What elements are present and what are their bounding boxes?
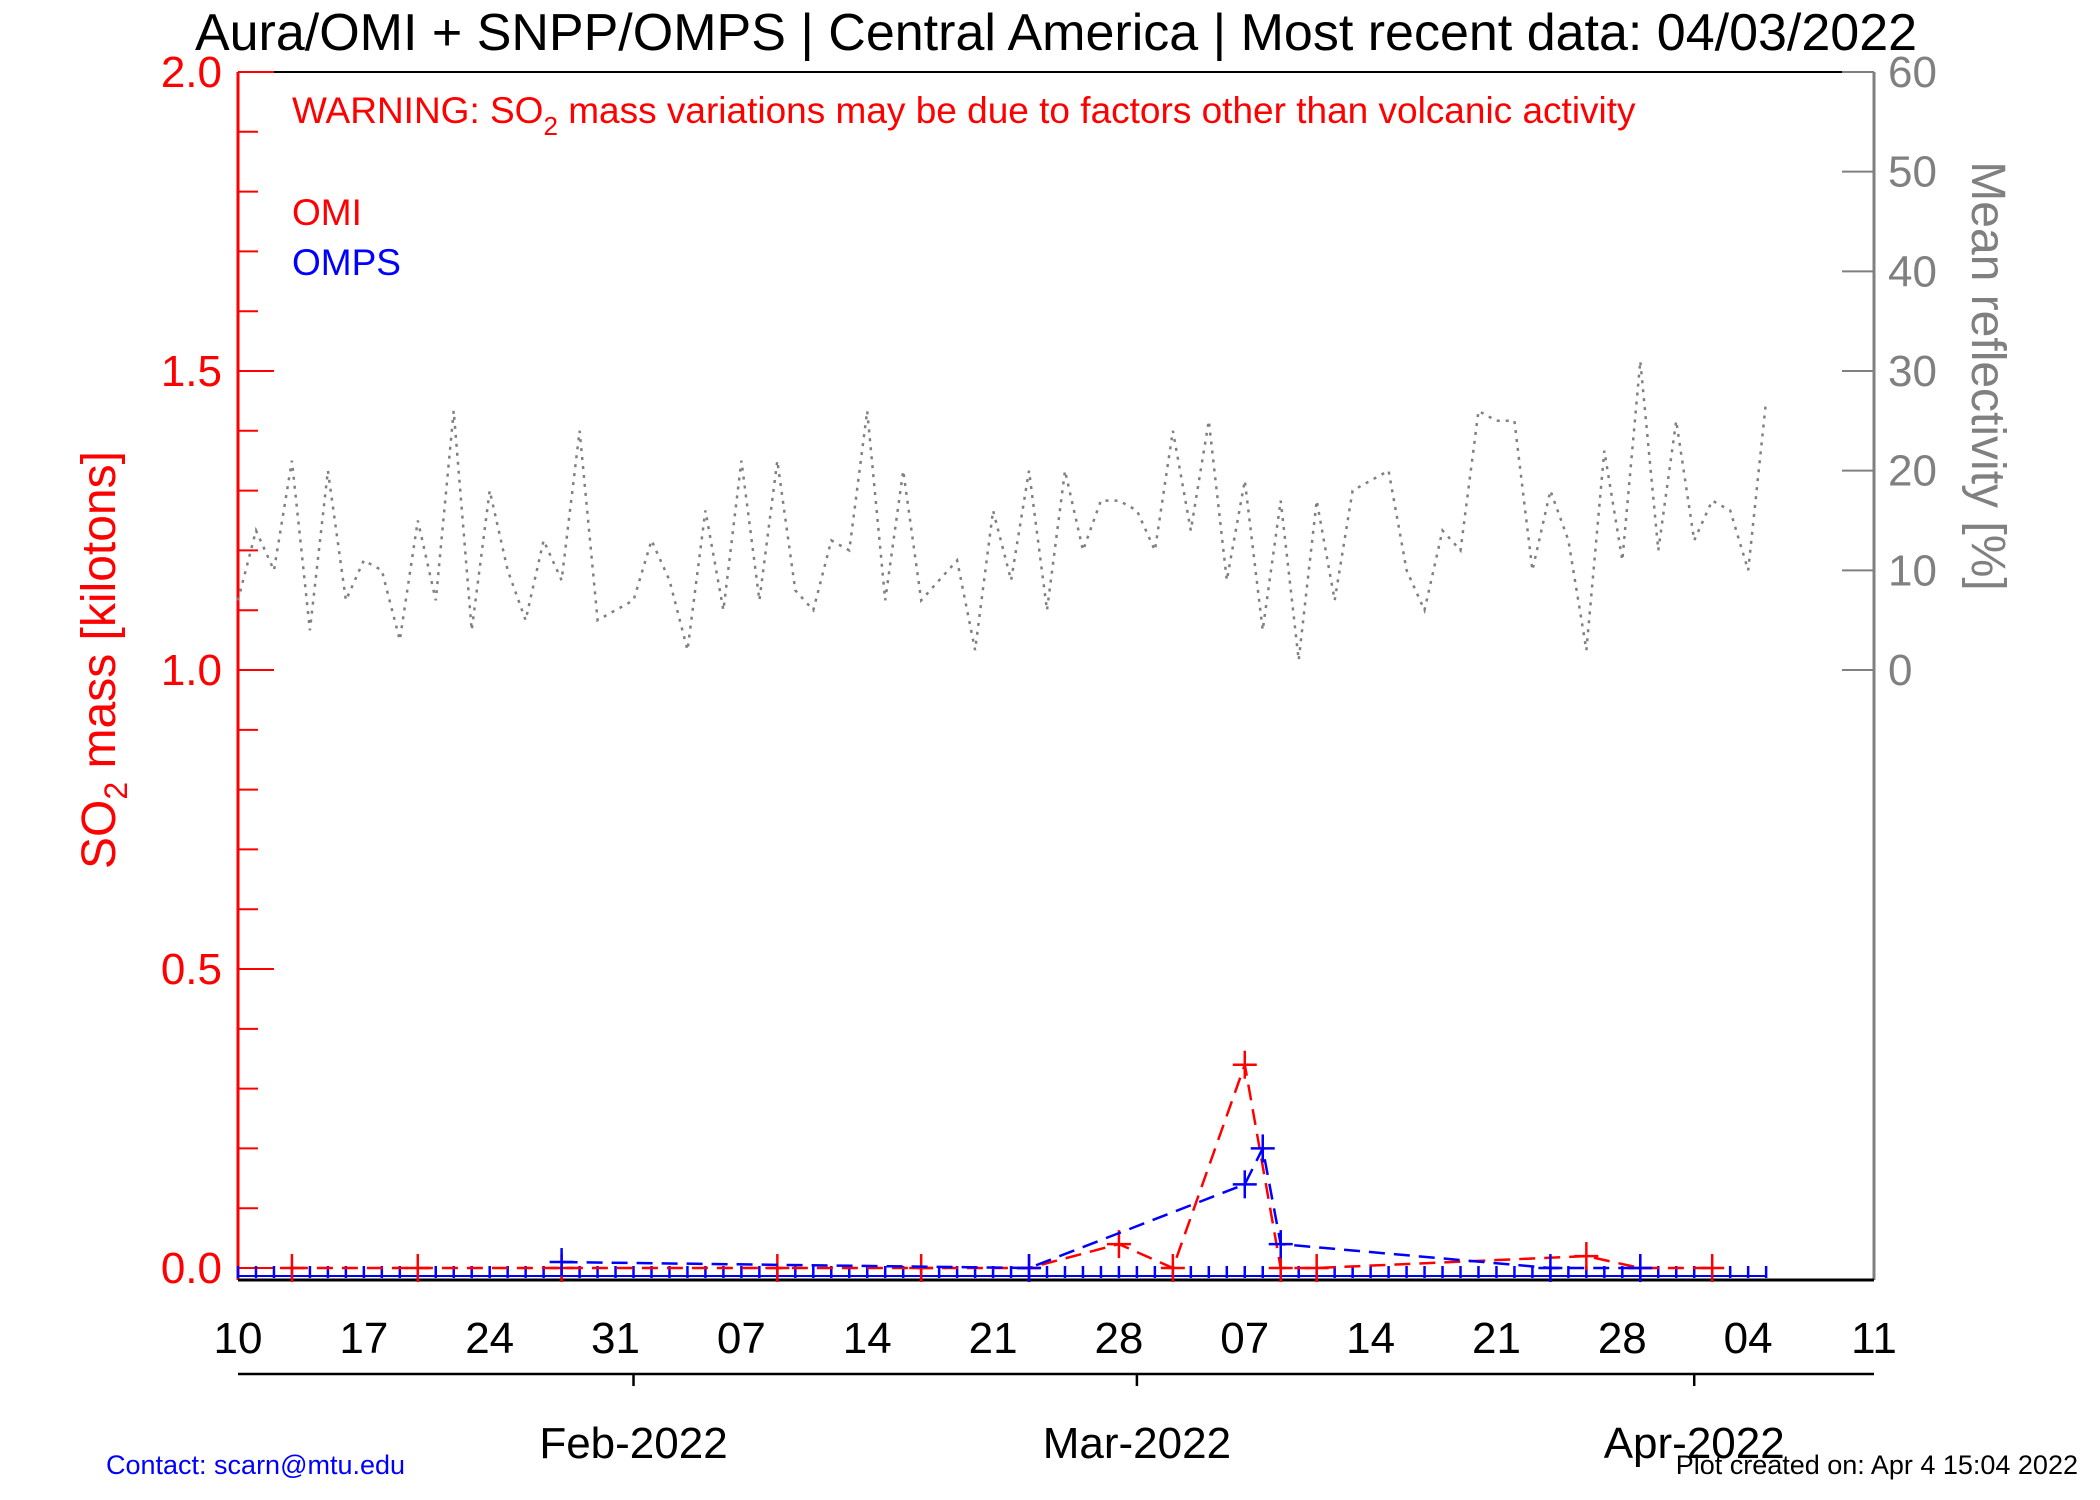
omi-point	[1232, 1050, 1257, 1079]
omi-point	[909, 1254, 934, 1283]
month-axis: Feb-2022 Mar-2022 Apr-2022	[238, 1372, 1874, 1468]
legend-omps: OMPS	[292, 242, 401, 283]
omi-point	[1160, 1254, 1185, 1283]
omi-point	[765, 1254, 790, 1283]
y-right-tick-label: 0	[1888, 646, 1912, 695]
omps-point	[1538, 1254, 1563, 1283]
y-left-label-prefix: SO	[73, 800, 126, 869]
omps-point	[1017, 1254, 1042, 1283]
y-left-tick-label: 0.0	[161, 1244, 222, 1293]
month-label: Mar-2022	[1043, 1419, 1231, 1468]
y-left-label-suffix: mass [kilotons]	[73, 451, 126, 782]
omi-point	[1268, 1254, 1293, 1283]
x-tick-label: 11	[1851, 1314, 1897, 1363]
y-right-tick-label: 10	[1888, 546, 1937, 595]
chart-title: Aura/OMI + SNPP/OMPS | Central America |…	[195, 4, 1917, 62]
omi-point	[1700, 1254, 1725, 1283]
x-tick-label: 10	[214, 1314, 263, 1363]
x-tick-label: 04	[1724, 1314, 1773, 1363]
x-tick-label: 14	[843, 1314, 892, 1363]
y-right-tick-label: 30	[1888, 347, 1937, 396]
y-left-tick-label: 2.0	[161, 48, 222, 97]
omps-series	[549, 1134, 1653, 1283]
omi-point	[1304, 1254, 1329, 1283]
x-tick-label: 28	[1094, 1314, 1143, 1363]
warning-text: WARNING: SO2 mass variations may be due …	[292, 90, 1636, 141]
omi-series	[279, 1050, 1725, 1283]
omps-observation-ticks	[236, 1266, 1768, 1278]
month-label: Feb-2022	[539, 1419, 727, 1468]
omi-point	[1574, 1242, 1599, 1271]
x-tick-label: 21	[969, 1314, 1018, 1363]
y-left-ticks: 0.0 0.5 1.0 1.5 2.0	[161, 48, 274, 1293]
y-right-axis-label: Mean reflectivity [%]	[1961, 161, 2014, 590]
plot-created-text: Plot created on: Apr 4 15:04 2022	[1676, 1450, 2078, 1480]
y-right-tick-label: 50	[1888, 148, 1937, 197]
y-right-tick-label: 40	[1888, 247, 1937, 296]
omi-point	[405, 1254, 430, 1283]
x-tick-label: 28	[1598, 1314, 1647, 1363]
x-tick-label: 31	[591, 1314, 640, 1363]
x-tick-label: 07	[1220, 1314, 1269, 1363]
y-left-axis-label: SO2 mass [kilotons]	[73, 451, 134, 869]
omps-point	[1268, 1230, 1293, 1259]
x-tick-label: 17	[339, 1314, 388, 1363]
month-label: Apr-2022	[1604, 1419, 1785, 1468]
x-tick-label: 21	[1472, 1314, 1521, 1363]
y-left-tick-label: 1.5	[161, 347, 222, 396]
legend-omi: OMI	[292, 192, 362, 233]
x-ticks: 10 17 24 31 07 14 21 28 07 14 21 28 04 11	[214, 1314, 1897, 1363]
omps-point	[549, 1248, 574, 1277]
omi-point	[1106, 1230, 1131, 1259]
y-right-ticks: 0 10 20 30 40 50 60	[1842, 48, 1937, 695]
y-left-tick-label: 0.5	[161, 945, 222, 994]
x-tick-label: 07	[717, 1314, 766, 1363]
y-left-label-subscript: 2	[98, 782, 134, 800]
omps-point	[1250, 1134, 1275, 1163]
omps-point	[1628, 1254, 1653, 1283]
y-right-tick-label: 60	[1888, 48, 1937, 97]
x-tick-label: 24	[465, 1314, 514, 1363]
contact-text: Contact: scarn@mtu.edu	[106, 1450, 405, 1480]
reflectivity-series	[236, 360, 1768, 661]
y-left-tick-label: 1.0	[161, 646, 222, 695]
omi-point	[279, 1254, 304, 1283]
warning-subscript: 2	[543, 111, 557, 141]
x-tick-label: 14	[1346, 1314, 1395, 1363]
axes	[236, 71, 1876, 1282]
reflectivity-line	[236, 360, 1768, 661]
omi-line	[291, 1059, 1713, 1270]
y-right-tick-label: 20	[1888, 447, 1937, 496]
warning-suffix: mass variations may be due to factors ot…	[558, 90, 1636, 131]
warning-prefix: WARNING: SO	[292, 90, 543, 131]
omps-point	[1232, 1170, 1257, 1199]
